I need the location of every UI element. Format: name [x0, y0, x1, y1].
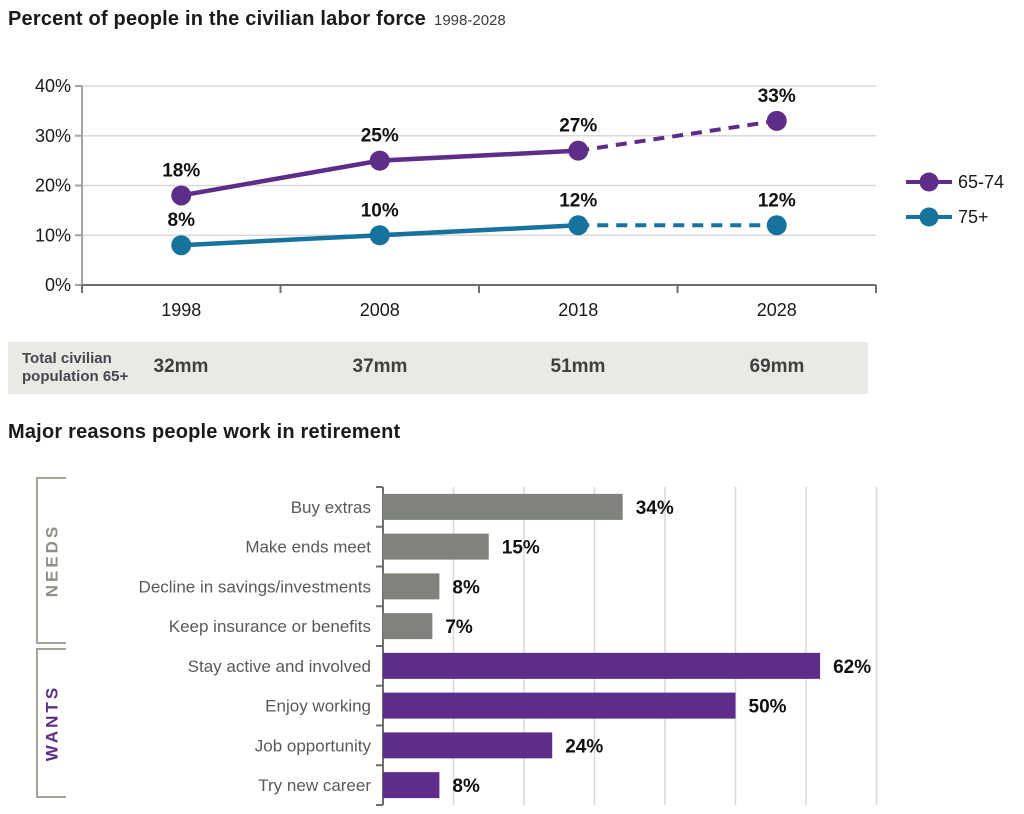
bar-value-label: 8% [452, 577, 480, 598]
y-tick-label: 40% [35, 76, 71, 96]
data-label: 25% [361, 126, 399, 147]
x-tick-label: 2018 [558, 300, 598, 320]
legend-marker-75+ [919, 207, 939, 227]
marker-75+-2018 [568, 215, 589, 236]
population-band-label: Total civilian population 65+ [22, 350, 128, 386]
bar-try-new-career [383, 772, 440, 799]
bar-category-label: Stay active and involved [188, 657, 371, 676]
y-tick-label: 30% [35, 126, 71, 146]
data-label: 18% [162, 160, 200, 181]
bar-buy-extras [383, 493, 623, 520]
marker-65-74-2018 [568, 140, 589, 161]
bar-value-label: 62% [833, 657, 871, 678]
bar-make-ends-meet [383, 533, 489, 560]
bar-category-label: Make ends meet [245, 538, 371, 557]
population-band-label-line2: population 65+ [22, 368, 129, 385]
population-value-2018: 51mm [550, 356, 606, 377]
bar-category-label: Buy extras [291, 498, 371, 517]
line-chart-title-text: Percent of people in the civilian labor … [8, 8, 426, 30]
bracket-needs [36, 477, 66, 644]
bar-decline-in-savings-investments [383, 573, 440, 600]
bar-category-label: Decline in savings/investments [139, 577, 371, 596]
line-chart-title: Percent of people in the civilian labor … [8, 8, 506, 31]
y-tick-label: 0% [45, 275, 71, 295]
legend-label-65-74: 65-74 [958, 172, 1004, 192]
legend-label-75+: 75+ [958, 207, 989, 227]
marker-75+-2008 [369, 225, 390, 246]
bar-keep-insurance-or-benefits [383, 613, 433, 640]
group-label-wants: WANTS [42, 685, 61, 761]
marker-65-74-2028 [766, 110, 787, 131]
marker-65-74-2008 [369, 150, 390, 171]
data-label: 12% [758, 190, 796, 211]
bar-chart-title-text: Major reasons people work in retirement [8, 421, 401, 443]
x-tick-label: 2008 [360, 300, 400, 320]
bar-value-label: 7% [445, 617, 473, 638]
marker-65-74-1998 [171, 185, 192, 206]
population-value-1998: 32mm [153, 356, 209, 377]
bar-value-label: 34% [636, 498, 674, 519]
bar-value-label: 15% [502, 538, 540, 559]
marker-75+-1998 [171, 235, 192, 256]
x-tick-label: 1998 [161, 300, 201, 320]
population-value-2008: 37mm [352, 356, 408, 377]
bar-category-label: Try new career [258, 776, 371, 795]
data-label: 10% [361, 200, 399, 221]
data-label: 33% [758, 86, 796, 107]
data-label: 27% [559, 116, 597, 137]
bar-chart-title: Major reasons people work in retirement [8, 421, 400, 444]
x-tick-label: 2028 [757, 300, 797, 320]
y-tick-label: 10% [35, 225, 71, 245]
population-band: Total civilian population 65+ 32mm 37mm … [8, 342, 868, 394]
bar-value-label: 50% [749, 697, 787, 718]
data-label: 8% [168, 210, 196, 231]
group-label-needs: NEEDS [42, 524, 61, 598]
bar-stay-active-and-involved [383, 652, 821, 679]
bar-category-label: Enjoy working [265, 697, 371, 716]
legend-marker-65-74 [919, 172, 939, 192]
bar-job-opportunity [383, 732, 553, 759]
y-tick-label: 20% [35, 176, 71, 196]
bar-value-label: 8% [452, 776, 480, 797]
population-band-label-line1: Total civilian [22, 350, 112, 367]
bracket-wants [36, 648, 66, 798]
population-value-2028: 69mm [749, 356, 805, 377]
data-label: 12% [559, 190, 597, 211]
bar-category-label: Keep insurance or benefits [169, 617, 371, 636]
bar-category-label: Job opportunity [255, 736, 372, 755]
bar-value-label: 24% [565, 736, 603, 757]
bar-enjoy-working [383, 692, 736, 719]
line-chart-subtitle: 1998-2028 [433, 12, 506, 29]
line-dashed-65-74 [577, 118, 778, 153]
marker-75+-2028 [766, 215, 787, 236]
